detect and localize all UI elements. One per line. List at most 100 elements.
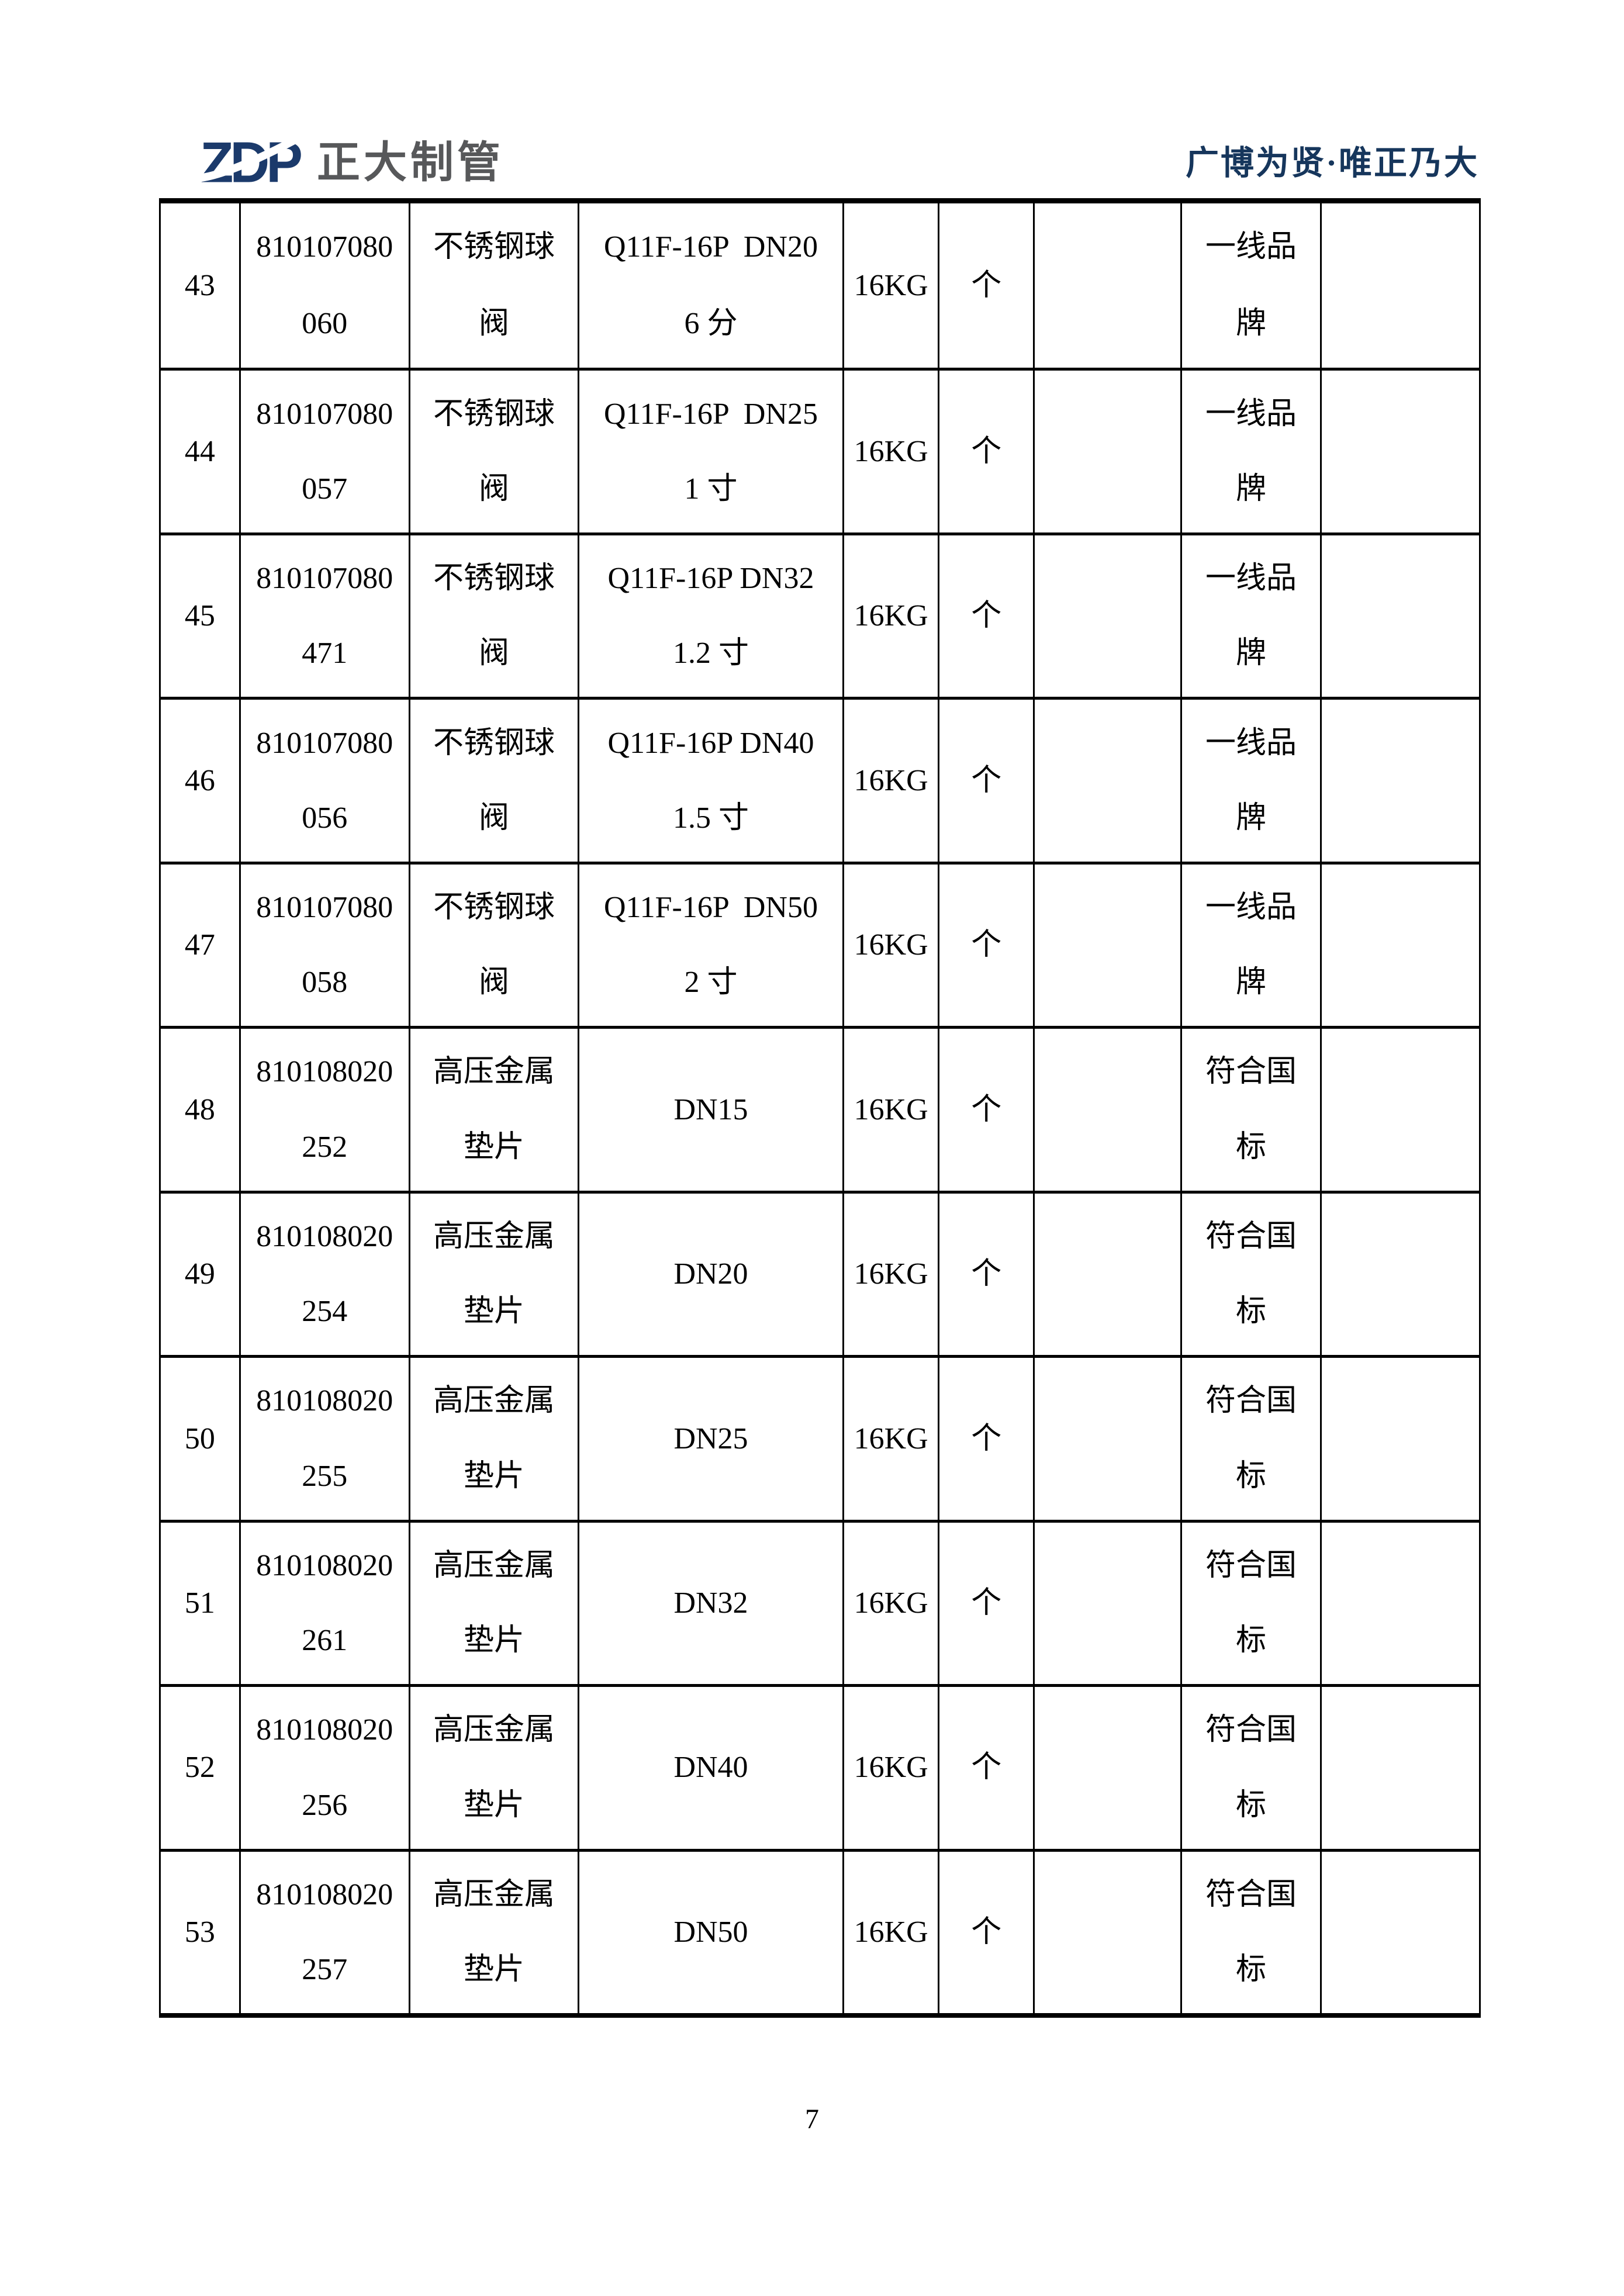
unit-cell: 个 [938, 1519, 1034, 1685]
unit-text: 个 [971, 599, 1002, 633]
unit-text: 个 [971, 928, 1002, 962]
brand-note-text: 标 [1236, 1624, 1267, 1658]
product-name-cell: 高压金属 垫片 [408, 1519, 578, 1685]
row-number-cell: 52 [161, 1684, 239, 1848]
quantity-cell [1033, 532, 1181, 697]
pressure-rating-text: 16KG [854, 928, 928, 962]
product-code-cell: 810107080 058 [239, 861, 409, 1026]
pressure-rating-text: 16KG [854, 1586, 928, 1620]
spec-model-cell: DN25 [578, 1355, 842, 1520]
product-code-text: 810108020 [256, 1384, 393, 1418]
unit-text: 个 [971, 1422, 1002, 1455]
product-name-cell: 不锈钢球阀 [408, 697, 578, 862]
spec-model-cell: DN40 [578, 1684, 842, 1849]
product-code-text: 057 [302, 472, 348, 506]
brand-note-text: 牌 [1236, 472, 1267, 506]
pressure-rating-text: 16KG [854, 1257, 928, 1291]
product-name-text: 高压金属 [433, 1055, 555, 1089]
company-logo: ZDP 正大制管 [195, 127, 504, 192]
remark-cell [1319, 1519, 1479, 1685]
brand-note-cell: 一线品牌 [1180, 697, 1320, 862]
row-number-cell: 43 [161, 203, 239, 368]
product-code-cell: 810108020 257 [239, 1848, 409, 2013]
unit-text: 个 [971, 268, 1002, 302]
unit-text: 个 [971, 1092, 1002, 1126]
logo-zdp-text: ZDP [200, 130, 303, 195]
quantity-cell [1033, 1190, 1181, 1356]
pressure-rating-text: 16KG [854, 599, 928, 633]
unit-text: 个 [971, 1257, 1002, 1291]
product-code-cell: 810107080 471 [239, 532, 409, 697]
remark-cell [1319, 861, 1479, 1026]
brand-note-text: 牌 [1236, 966, 1267, 1000]
unit-cell: 个 [938, 1190, 1034, 1356]
spec-model-text: DN32 [673, 1586, 748, 1620]
product-name-cell: 不锈钢球阀 [408, 861, 578, 1026]
brand-note-text: 牌 [1236, 637, 1267, 670]
brand-note-text: 一线品 [1205, 562, 1297, 596]
product-name-text: 阀 [478, 801, 509, 835]
product-name-cell: 高压金属 垫片 [408, 1684, 578, 1849]
brand-note-text: 牌 [1236, 801, 1267, 835]
quantity-cell [1033, 1684, 1181, 1849]
brand-note-text: 一线品 [1205, 397, 1297, 431]
row-number-cell: 46 [161, 697, 239, 861]
product-name-text: 高压金属 [433, 1877, 555, 1911]
pressure-rating-cell: 16KG [842, 1848, 938, 2013]
row-number-cell: 49 [161, 1190, 239, 1355]
product-name-text: 不锈钢球 [433, 562, 555, 596]
unit-cell: 个 [938, 861, 1034, 1026]
pressure-rating-text: 16KG [854, 1092, 928, 1126]
product-name-text: 不锈钢球 [433, 891, 555, 925]
row-number-text: 49 [184, 1257, 215, 1291]
product-name-text: 高压金属 [433, 1384, 555, 1418]
product-name-text: 垫片 [463, 1130, 524, 1164]
brand-note-text: 符合国 [1205, 1384, 1297, 1418]
product-name-text: 垫片 [463, 1788, 524, 1822]
product-code-text: 256 [302, 1788, 348, 1822]
logo-zdp-mark: ZDP [195, 127, 315, 192]
product-code-text: 810108020 [256, 1055, 393, 1089]
product-code-text: 058 [302, 966, 348, 1000]
product-code-text: 810107080 [256, 397, 393, 431]
row-number-text: 50 [184, 1422, 215, 1455]
quantity-cell [1033, 1026, 1181, 1191]
product-code-text: 810107080 [256, 562, 393, 596]
brand-note-cell: 一线品牌 [1180, 532, 1320, 697]
brand-note-text: 一线品 [1205, 230, 1297, 264]
product-code-cell: 810107080 057 [239, 368, 409, 532]
row-number-cell: 47 [161, 861, 239, 1026]
pressure-rating-cell: 16KG [842, 697, 938, 862]
unit-cell: 个 [938, 368, 1034, 532]
quantity-cell [1033, 368, 1181, 532]
unit-cell: 个 [938, 697, 1034, 862]
pressure-rating-cell: 16KG [842, 1190, 938, 1356]
product-name-cell: 高压金属 垫片 [408, 1026, 578, 1191]
row-number-text: 44 [184, 434, 215, 468]
row-number-text: 52 [184, 1751, 215, 1785]
product-table: 43 810107080 060 不锈钢球阀 Q11F-16P DN20 6 分 16KG 个… [159, 198, 1481, 2018]
product-code-text: 810108020 [256, 1548, 393, 1582]
brand-note-text: 符合国 [1205, 1055, 1297, 1089]
row-number-text: 48 [184, 1092, 215, 1126]
product-name-cell: 不锈钢球阀 [408, 368, 578, 532]
remark-cell [1319, 1848, 1479, 2013]
spec-model-text: DN50 [673, 1915, 748, 1949]
remark-cell [1319, 697, 1479, 862]
product-code-text: 254 [302, 1295, 348, 1329]
spec-model-text: 6 分 [684, 307, 738, 341]
product-code-cell: 810107080 060 [239, 203, 409, 368]
pressure-rating-cell: 16KG [842, 203, 938, 368]
spec-model-cell: Q11F-16P DN25 1 寸 [578, 368, 842, 532]
row-number-cell: 44 [161, 368, 239, 532]
product-code-text: 810107080 [256, 726, 393, 760]
product-name-text: 阀 [478, 637, 509, 670]
row-number-text: 53 [184, 1915, 215, 1949]
product-name-text: 垫片 [463, 1952, 524, 1986]
row-number-text: 46 [184, 763, 215, 797]
product-code-text: 261 [302, 1624, 348, 1658]
brand-note-cell: 符合国标 [1180, 1684, 1320, 1849]
brand-note-text: 一线品 [1205, 891, 1297, 925]
spec-model-text: 1.2 寸 [672, 637, 749, 670]
row-number-text: 47 [184, 928, 215, 962]
